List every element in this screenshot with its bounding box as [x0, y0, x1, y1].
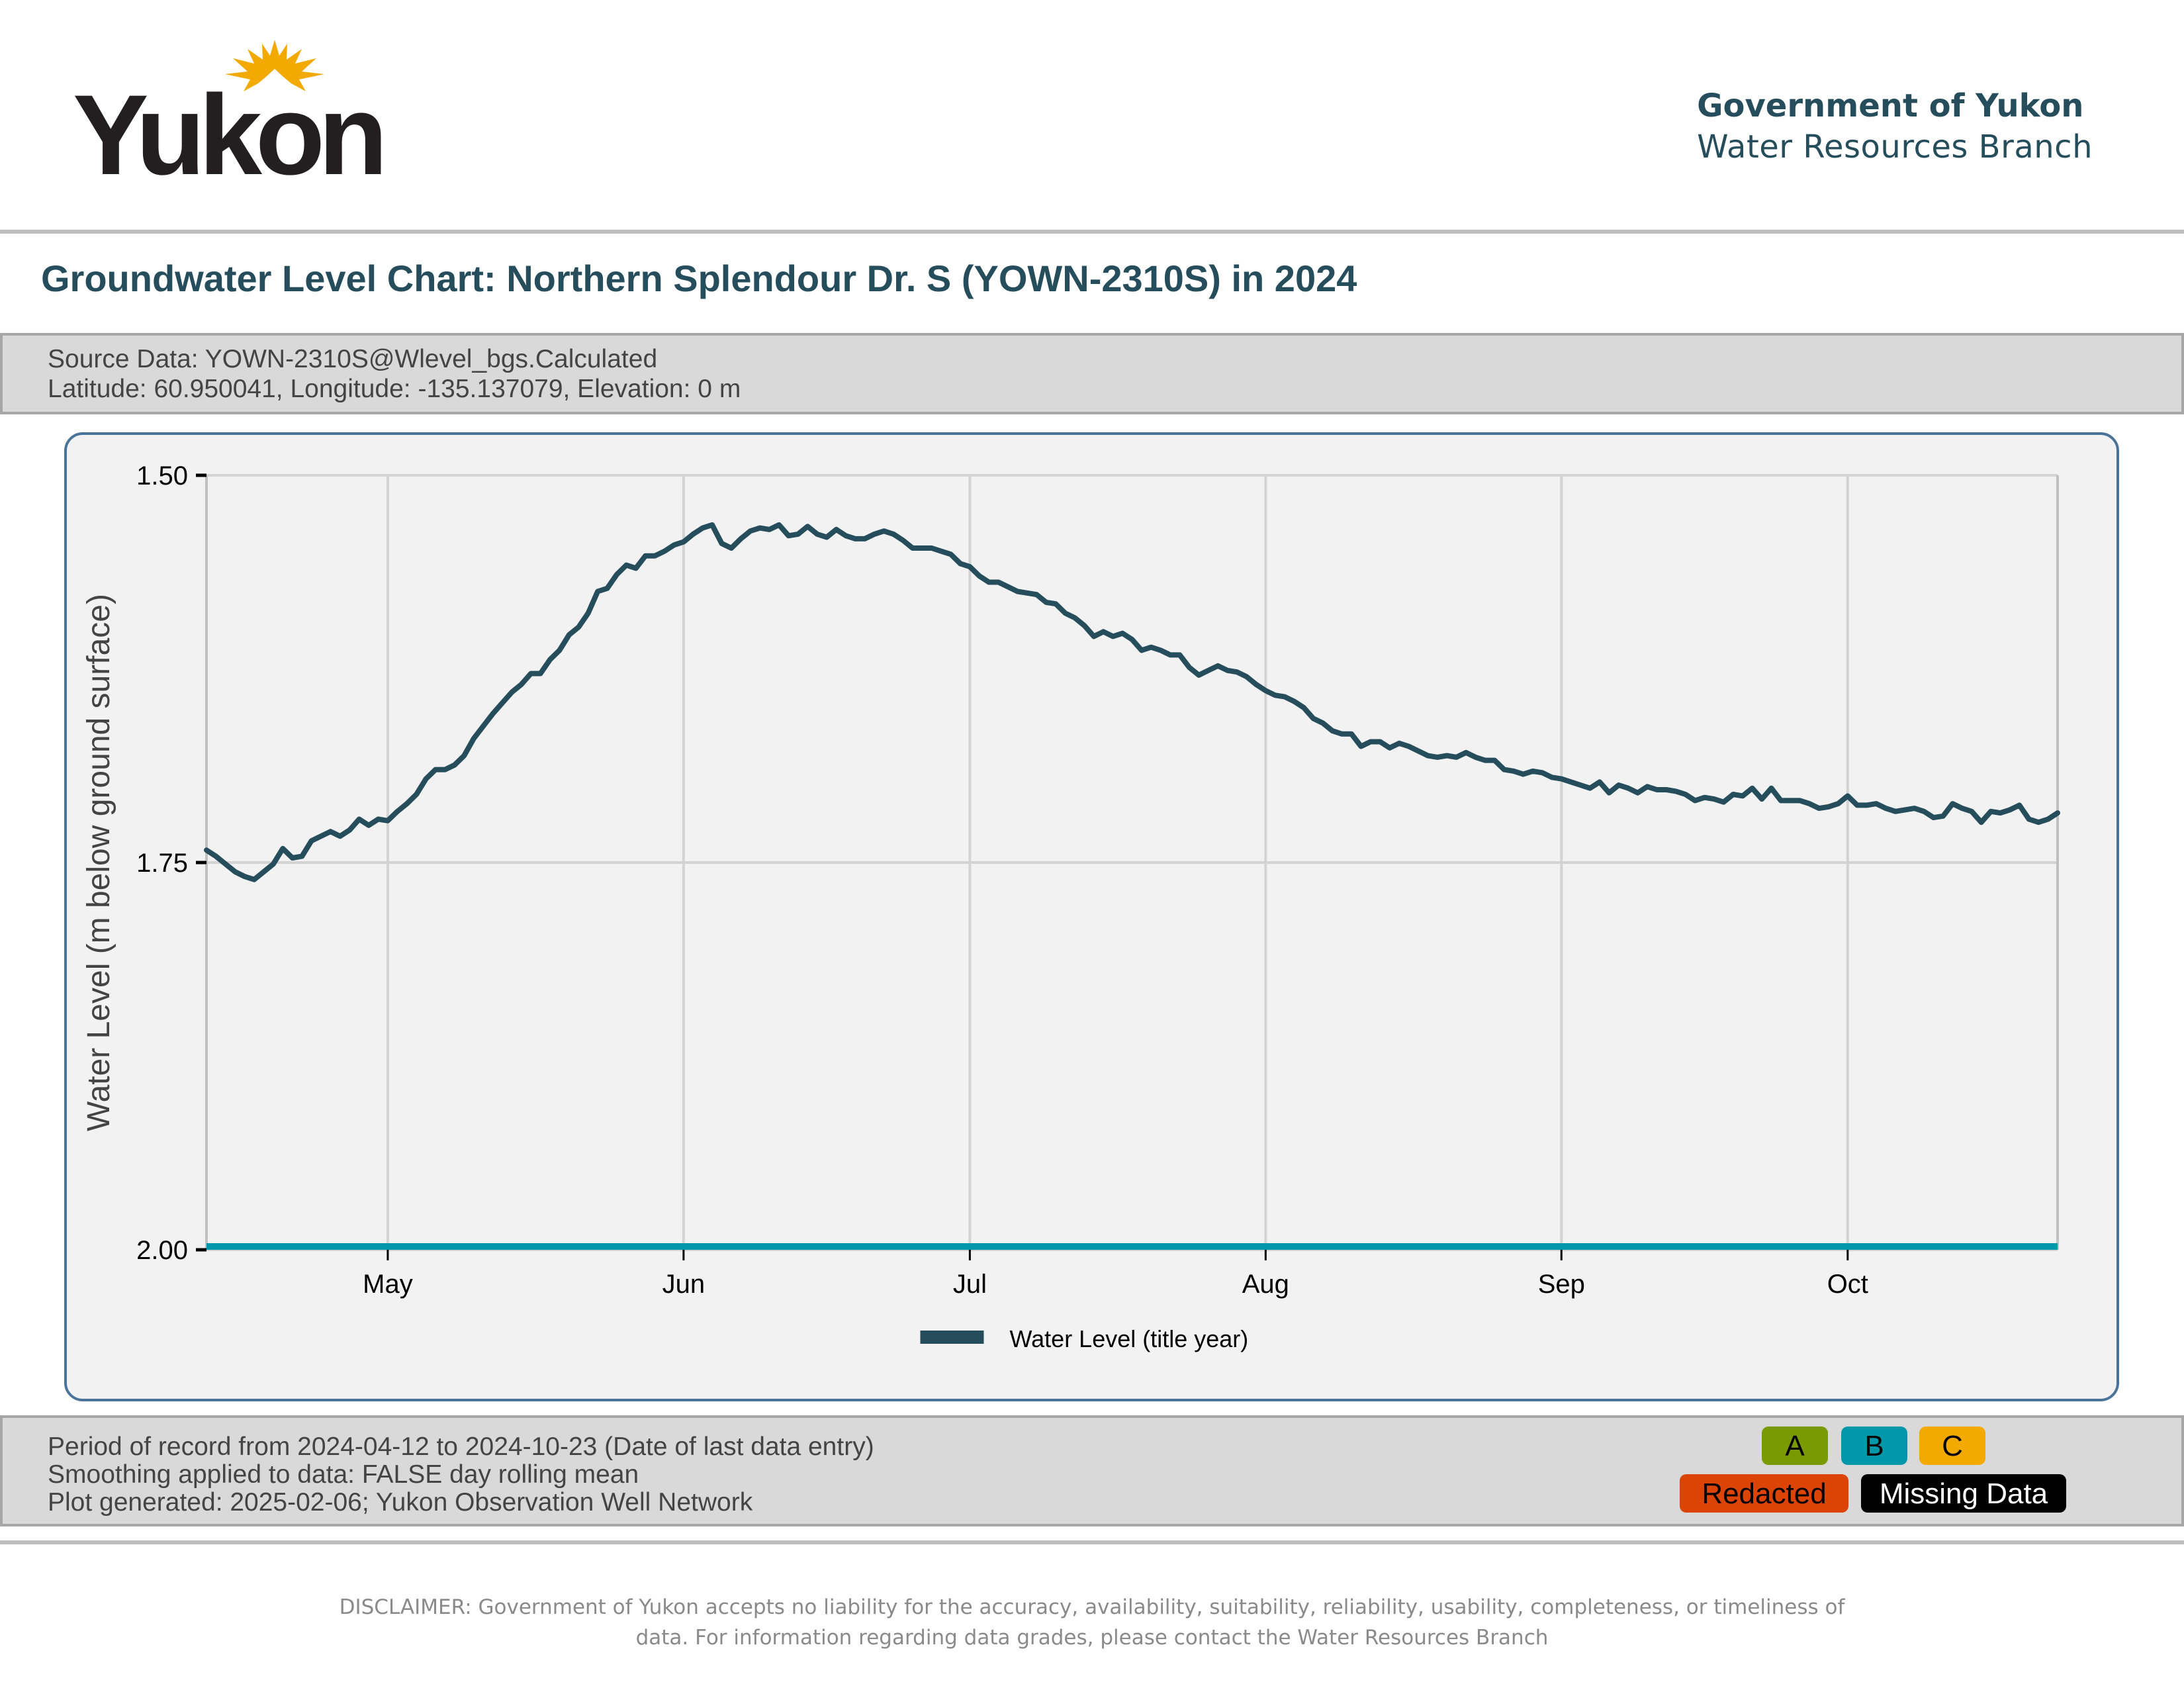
x-tick-label: May	[363, 1270, 413, 1299]
grid-layer	[205, 474, 2059, 1251]
grade-a-badge: A	[1762, 1427, 1828, 1465]
x-tick-label: Jun	[662, 1270, 705, 1299]
disclaimer-line-1: DISCLAIMER: Government of Yukon accepts …	[339, 1595, 1845, 1619]
footer-divider	[0, 1540, 2184, 1544]
series-line-water-level	[204, 522, 2060, 882]
chart-panel: May Jun Jul Aug Sep Oct 1.50 1.75 2.00 Water Leve…	[64, 432, 2119, 1401]
y-axis-label: Water Level (m below ground surface)	[81, 594, 116, 1131]
org-branch: Water Resources Branch	[1697, 128, 2093, 165]
chart-legend: Water Level (title year)	[920, 1325, 1249, 1352]
smoothing-info: Smoothing applied to data: FALSE day rol…	[48, 1460, 639, 1489]
grade-redacted-badge: Redacted	[1680, 1474, 1848, 1513]
source-info-box: Source Data: YOWN-2310S@Wlevel_bgs.Calcu…	[0, 333, 2184, 414]
yukon-logo: Yukon	[73, 40, 388, 192]
y-tick-label: 1.50	[136, 461, 188, 491]
logo-wordmark: Yukon	[73, 71, 388, 199]
period-of-record: Period of record from 2024-04-12 to 2024…	[48, 1432, 874, 1461]
grade-c-badge: C	[1919, 1427, 1985, 1465]
y-tick-label: 2.00	[136, 1236, 188, 1265]
location-line: Latitude: 60.950041, Longitude: -135.137…	[48, 375, 741, 403]
legend-label: Water Level (title year)	[1010, 1325, 1249, 1352]
x-tick-label: Aug	[1242, 1270, 1289, 1299]
plot-generated-info: Plot generated: 2025-02-06; Yukon Observ…	[48, 1488, 753, 1517]
legend-swatch	[920, 1331, 984, 1344]
disclaimer: DISCLAIMER: Government of Yukon accepts …	[0, 1592, 2184, 1653]
header-divider	[0, 230, 2184, 234]
grade-bar	[206, 1243, 2058, 1250]
org-name: Government of Yukon	[1697, 87, 2084, 124]
page-title: Groundwater Level Chart: Northern Splend…	[41, 258, 1357, 299]
disclaimer-line-2: data. For information regarding data gra…	[635, 1626, 1549, 1650]
y-tick-label: 1.75	[136, 849, 188, 878]
x-tick-label: Jul	[953, 1270, 987, 1299]
series-layer	[204, 522, 2060, 1250]
grade-missing-data-badge: Missing Data	[1861, 1474, 2066, 1513]
x-tick-label: Oct	[1827, 1270, 1868, 1299]
x-tick-label: Sep	[1538, 1270, 1585, 1299]
groundwater-chart: May Jun Jul Aug Sep Oct 1.50 1.75 2.00 Water Leve…	[81, 461, 2060, 1352]
axis-layer: May Jun Jul Aug Sep Oct 1.50 1.75 2.00 Water Leve…	[81, 461, 1868, 1299]
org-block: Government of Yukon Water Resources Bran…	[1697, 86, 2093, 168]
source-data-line: Source Data: YOWN-2310S@Wlevel_bgs.Calcu…	[48, 345, 658, 373]
sun-icon	[225, 40, 324, 91]
grade-b-badge: B	[1841, 1427, 1907, 1465]
